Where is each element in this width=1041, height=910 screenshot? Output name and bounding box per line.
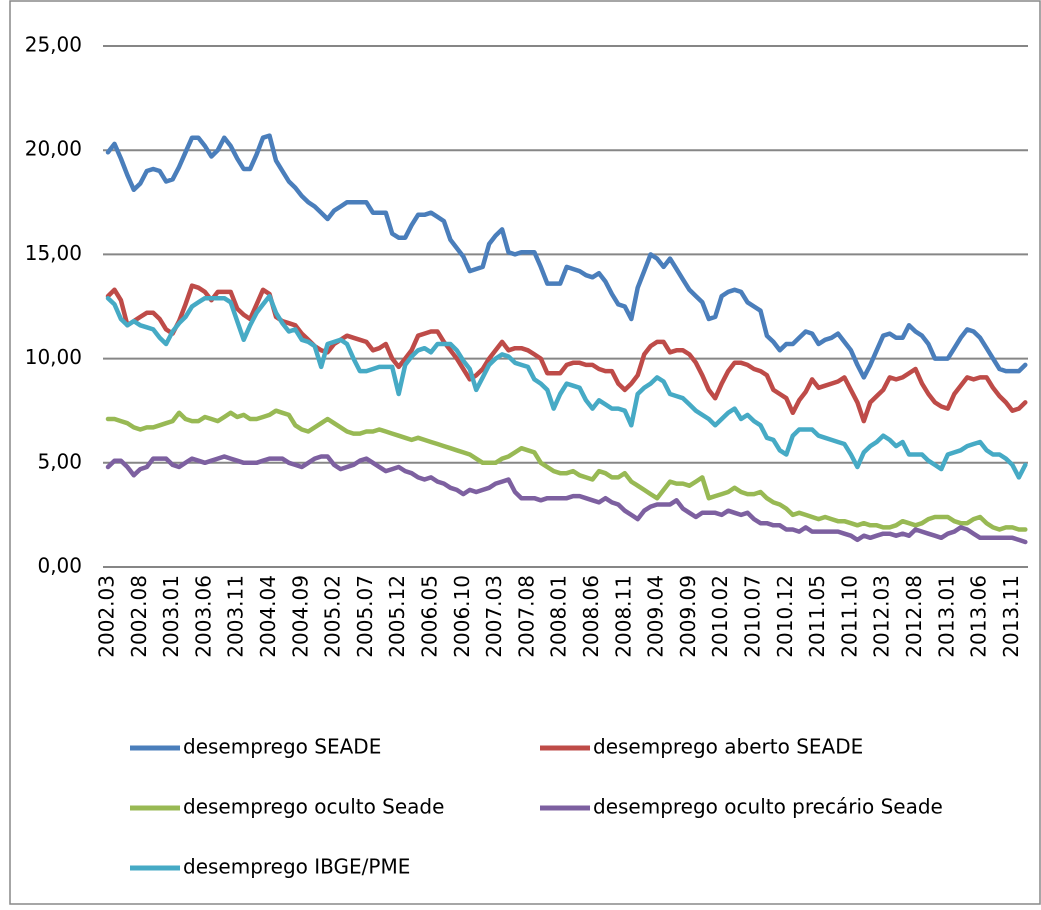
x-tick-label: 2004.09 xyxy=(288,575,312,658)
x-tick-label: 2010.07 xyxy=(741,575,765,658)
x-tick-label: 2002.08 xyxy=(127,575,151,658)
y-tick-label: 10,00 xyxy=(25,345,82,369)
x-tick-label: 2007.08 xyxy=(514,575,538,658)
legend-label: desemprego SEADE xyxy=(183,735,381,759)
legend-label: desemprego aberto SEADE xyxy=(593,735,863,759)
x-tick-label: 2011.10 xyxy=(837,575,861,658)
x-tick-label: 2004.04 xyxy=(256,575,280,658)
y-tick-label: 25,00 xyxy=(25,33,82,57)
x-tick-label: 2008.01 xyxy=(547,575,571,658)
x-tick-label: 2012.03 xyxy=(870,575,894,658)
x-tick-label: 2005.12 xyxy=(385,575,409,658)
x-tick-label: 2010.12 xyxy=(773,575,797,658)
x-tick-label: 2013.06 xyxy=(967,575,991,658)
series-line xyxy=(105,133,1028,380)
x-tick-label: 2010.02 xyxy=(708,575,732,658)
x-tick-label: 2013.11 xyxy=(999,575,1023,658)
series-line xyxy=(105,454,1028,545)
x-tick-label: 2013.01 xyxy=(934,575,958,658)
series-line xyxy=(105,408,1028,532)
x-tick-label: 2009.09 xyxy=(676,575,700,658)
legend-label: desemprego oculto Seade xyxy=(183,795,444,819)
x-tick-label: 2003.01 xyxy=(159,575,183,658)
x-tick-label: 2006.05 xyxy=(418,575,442,658)
x-tick-label: 2009.04 xyxy=(644,575,668,658)
y-tick-label: 15,00 xyxy=(25,241,82,265)
x-tick-label: 2008.06 xyxy=(579,575,603,658)
y-tick-label: 20,00 xyxy=(25,137,82,161)
legend-label: desemprego IBGE/PME xyxy=(183,855,410,879)
x-tick-label: 2008.11 xyxy=(611,575,635,658)
x-tick-label: 2003.06 xyxy=(191,575,215,658)
x-tick-label: 2003.11 xyxy=(224,575,248,658)
x-tick-label: 2002.03 xyxy=(95,575,119,658)
y-tick-label: 0,00 xyxy=(37,554,82,578)
x-tick-label: 2005.02 xyxy=(321,575,345,658)
x-tick-label: 2005.07 xyxy=(353,575,377,658)
x-tick-label: 2006.10 xyxy=(450,575,474,658)
x-tick-label: 2011.05 xyxy=(805,575,829,658)
x-tick-label: 2012.08 xyxy=(902,575,926,658)
legend: desemprego SEADE desemprego aberto SEADE d… xyxy=(130,735,943,879)
chart-frame xyxy=(9,0,1041,905)
legend-label: desemprego oculto precário Seade xyxy=(593,795,943,819)
y-tick-label: 5,00 xyxy=(37,449,82,473)
series-line xyxy=(105,293,1028,480)
x-tick-label: 2007.03 xyxy=(482,575,506,658)
series-line xyxy=(105,283,1028,424)
